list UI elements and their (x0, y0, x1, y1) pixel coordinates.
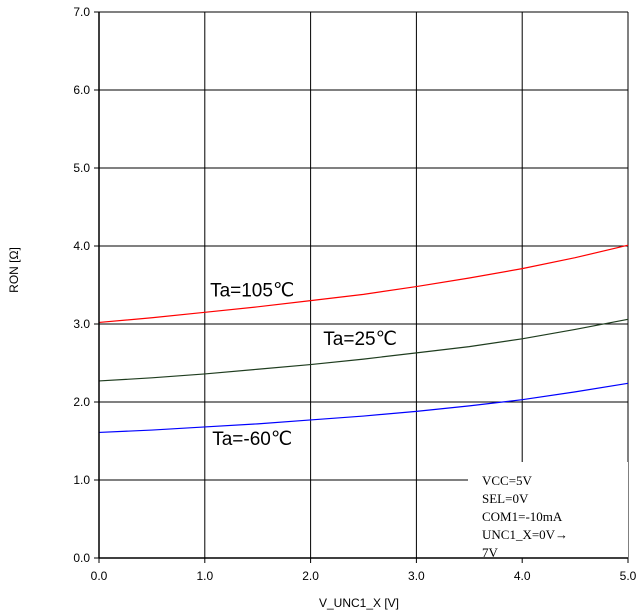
x-tick-label: 0.0 (91, 569, 108, 583)
conditions-note-line: COM1=-10mA (482, 509, 563, 524)
series-label: Ta=-60℃ (212, 429, 292, 450)
series-line (98, 318, 629, 382)
x-tick-label: 4.0 (514, 569, 531, 583)
series-labels: Ta=105℃ Ta=25℃ Ta=-60℃ (210, 281, 397, 450)
series-line (98, 382, 629, 434)
conditions-note: VCC=5V SEL=0V COM1=-10mA UNC1_X=0V→ 7V (468, 462, 628, 566)
x-tick-label: 3.0 (408, 569, 425, 583)
series-group (98, 244, 629, 434)
x-tick-label: 1.0 (196, 569, 213, 583)
y-tick-label: 7.0 (73, 5, 90, 19)
y-tick-label: 3.0 (73, 317, 90, 331)
grid (99, 11, 629, 558)
conditions-note-line: UNC1_X=0V→ (482, 527, 568, 542)
series-label: Ta=25℃ (323, 329, 397, 350)
axes (94, 11, 629, 563)
y-tick-label: 1.0 (73, 473, 90, 487)
conditions-note-background (468, 462, 628, 566)
y-tick-label: 0.0 (73, 551, 90, 565)
series-line (98, 244, 629, 324)
x-tick-label: 5.0 (620, 569, 637, 583)
conditions-note-line: VCC=5V (482, 473, 533, 488)
conditions-note-line: 7V (482, 545, 499, 560)
conditions-note-line: SEL=0V (482, 491, 529, 506)
y-tick-label: 2.0 (73, 395, 90, 409)
tick-labels: 0.0 1.0 2.0 3.0 4.0 5.0 0.0 1.0 2.0 3.0 4.0 5.0 6.0 7… (73, 5, 636, 583)
y-tick-label: 6.0 (73, 83, 90, 97)
y-axis-label: RON [Ω] (7, 247, 21, 293)
series-label: Ta=105℃ (210, 281, 294, 302)
y-tick-label: 4.0 (73, 239, 90, 253)
x-tick-label: 2.0 (302, 569, 319, 583)
x-axis-label: V_UNC1_X [V] (319, 596, 399, 610)
y-tick-label: 5.0 (73, 161, 90, 175)
